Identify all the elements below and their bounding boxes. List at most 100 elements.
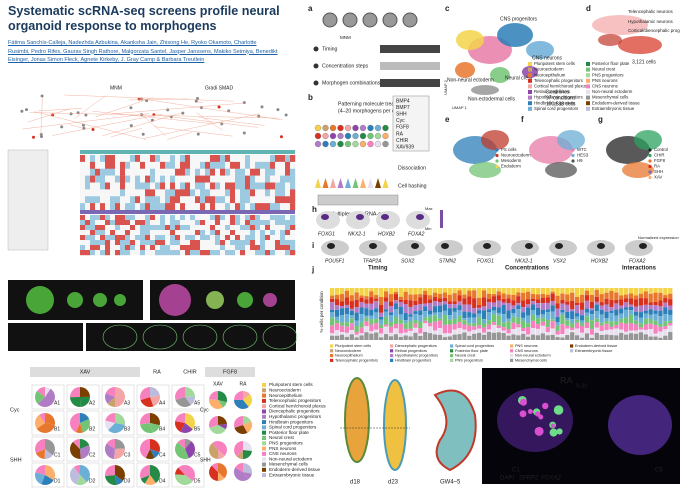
heatmap-cell [290, 189, 296, 197]
pie-wedge [175, 474, 193, 486]
bar-segment [359, 335, 364, 340]
heatmap-cell [100, 215, 106, 221]
well [382, 140, 389, 148]
bar-segment [633, 295, 639, 300]
well [367, 124, 374, 132]
legend-label: Diencephalic progenitors [269, 409, 320, 414]
pie-wedge [69, 441, 81, 460]
bar-segment [584, 308, 590, 313]
heatmap-cell [265, 215, 271, 221]
heatmap-cell [155, 203, 161, 211]
heatmap-cell [240, 168, 246, 176]
label: C1 [512, 468, 520, 474]
heatmap-cell [165, 215, 171, 221]
heatmap-cell [260, 215, 266, 221]
heatmap-cell [105, 203, 111, 211]
gene-umap [406, 211, 430, 229]
legend-swatch [586, 62, 590, 66]
heatmap-cell [225, 182, 231, 190]
heatmap-cell [275, 175, 281, 183]
bar-segment [511, 334, 516, 340]
bar-segment [663, 321, 668, 327]
bar-segment [432, 292, 438, 298]
pie-wedge [140, 397, 154, 407]
well-frame [171, 462, 205, 488]
heatmap-cell [90, 235, 96, 241]
author-line[interactable]: Rusimbi, Pedro Rifes, Gaurav Singh Ratho… [8, 48, 278, 55]
heatmap-cell [215, 240, 221, 246]
network-node [181, 111, 185, 115]
pie-wedge [243, 394, 252, 407]
legend-label: Mesenchymal cells [515, 358, 547, 362]
heatmap-cell [210, 240, 216, 246]
group-header: Interactions [622, 266, 657, 272]
legend-label: HES3 [577, 153, 589, 158]
heatmap-cell [145, 235, 151, 241]
network-node [279, 135, 283, 139]
author-line[interactable]: Eisinger, Jonas Simon Fleck, Agnete Kirk… [8, 57, 205, 63]
heatmap-cell [280, 245, 286, 251]
bar-segment [624, 302, 629, 308]
bar-segment [428, 310, 433, 315]
heatmap-cell [230, 155, 236, 163]
heatmap-cell [130, 168, 136, 176]
heatmap-cell [270, 235, 276, 241]
heatmap-cell [140, 168, 146, 176]
bar-segment [555, 303, 560, 309]
bar-segment [589, 320, 594, 330]
heatmap-cell [230, 240, 236, 246]
heatmap-cell [235, 182, 241, 190]
author-line[interactable]: Fátima Sanchís-Calleja, Nadezhda Azbukin… [8, 40, 257, 46]
legend-label: Hypothalamic progenitors [534, 95, 583, 100]
pie-wedge [185, 413, 196, 430]
legend-swatch [528, 101, 532, 106]
bar-segment [530, 301, 536, 305]
signal [556, 428, 563, 435]
heatmap-cell [285, 240, 291, 246]
gene-umap [316, 211, 340, 229]
bar-segment [369, 291, 374, 298]
heatmap-cell [170, 225, 176, 231]
heatmap-cell [190, 245, 196, 251]
bar-segment [501, 302, 506, 306]
heatmap-cell [165, 235, 171, 241]
heatmap-cell [260, 196, 266, 204]
legend-swatch [262, 425, 266, 430]
bar-segment [643, 304, 648, 311]
pie-wedge [37, 387, 45, 397]
heatmap-cell [260, 175, 266, 183]
bar-segment [388, 336, 394, 340]
heatmap-cell [225, 215, 231, 221]
bar-segment [516, 317, 521, 325]
heatmap-cell [190, 225, 196, 231]
bar-segment [663, 314, 668, 322]
heatmap-cell [170, 196, 176, 204]
bar-segment [398, 323, 403, 334]
heatmap-cell [100, 225, 106, 231]
organoid-thumb [342, 12, 358, 28]
bar-segment [452, 301, 457, 305]
heatmap-cell [120, 215, 126, 221]
heatmap-cell [145, 182, 151, 190]
signal [550, 423, 556, 428]
bar-segment [354, 299, 359, 308]
gene-hotspot [525, 243, 533, 249]
heatmap-cell [150, 182, 156, 190]
pie-wedge [36, 423, 55, 433]
gene-hotspot [597, 243, 605, 249]
bar-segment [359, 297, 364, 303]
bar-segment [374, 288, 379, 296]
bar-segment [452, 288, 457, 294]
heatmap-cell [205, 161, 211, 169]
bar-segment [330, 302, 335, 310]
bar-segment [379, 296, 384, 306]
heatmap-cell [105, 225, 111, 231]
bar-segment [472, 288, 477, 291]
heatmap-cell [125, 220, 131, 226]
heatmap-cell [115, 161, 121, 169]
bar-segment [624, 298, 629, 303]
bar-segment [437, 312, 443, 319]
bar-segment [609, 326, 614, 330]
heatmap-cell [170, 230, 176, 236]
pie-wedge [45, 439, 56, 456]
